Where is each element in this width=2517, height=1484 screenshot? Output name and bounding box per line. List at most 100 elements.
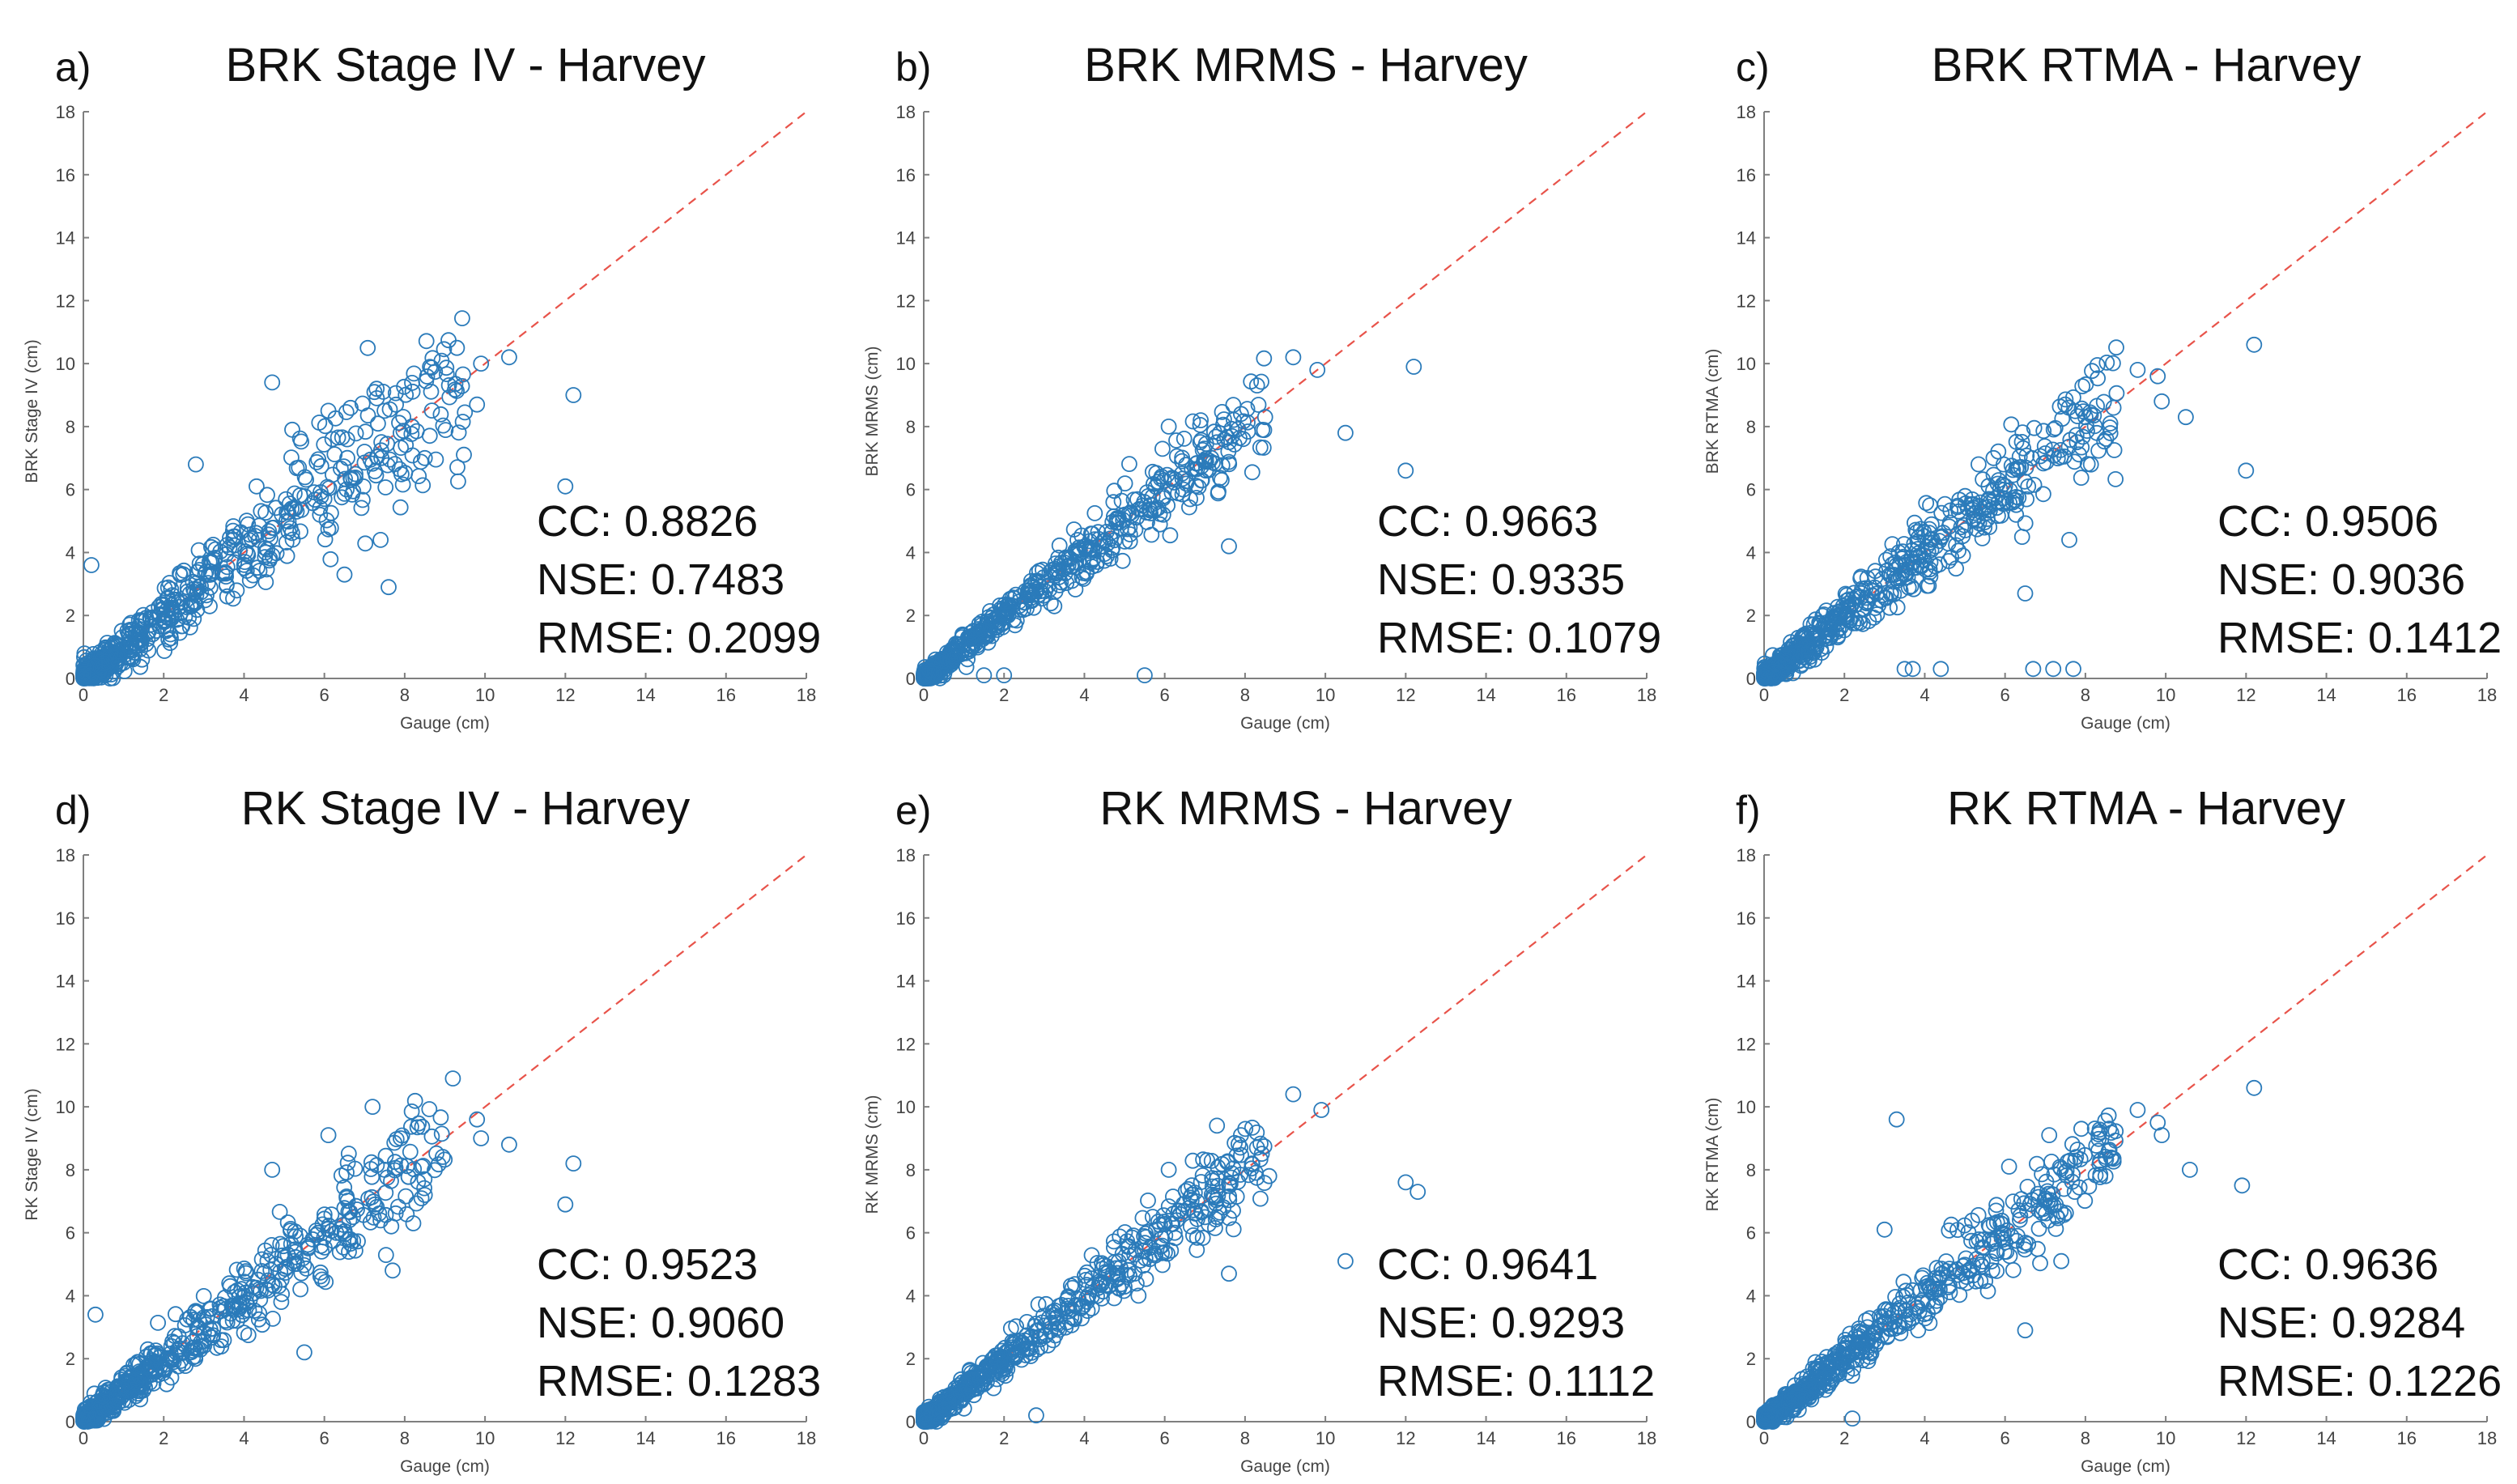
data-point — [421, 427, 438, 444]
data-point — [1162, 527, 1179, 544]
data-point — [932, 652, 948, 669]
data-point — [1040, 577, 1057, 594]
data-point — [350, 1233, 366, 1250]
data-point — [236, 556, 253, 573]
data-point — [304, 1231, 321, 1248]
data-point — [2077, 1193, 2094, 1210]
x-tick-label: 4 — [239, 685, 249, 705]
data-point — [432, 406, 449, 423]
y-tick-label: 0 — [1746, 669, 1756, 689]
data-point — [432, 1109, 449, 1126]
chart-title: RK Stage IV - Harvey — [241, 782, 690, 835]
data-point — [257, 544, 274, 561]
x-tick-label: 12 — [1396, 1428, 1415, 1448]
data-point — [1256, 409, 1273, 426]
y-tick-label: 10 — [56, 1097, 75, 1117]
data-point — [1017, 583, 1034, 599]
data-point — [1252, 1190, 1269, 1207]
data-point — [2153, 1127, 2170, 1144]
x-tick-label: 16 — [716, 1428, 736, 1448]
data-point — [404, 447, 421, 464]
data-point — [106, 635, 123, 652]
data-point — [364, 1168, 381, 1185]
data-point — [1116, 475, 1133, 491]
data-point — [216, 1289, 233, 1306]
data-point — [224, 522, 241, 539]
chart-title: BRK Stage IV - Harvey — [225, 39, 705, 91]
data-point — [392, 499, 409, 516]
y-tick-label: 4 — [906, 1286, 916, 1306]
data-point — [340, 1146, 357, 1162]
x-tick-label: 18 — [1637, 685, 1656, 705]
data-point — [385, 1262, 401, 1279]
data-point — [78, 1406, 95, 1422]
data-point — [1197, 436, 1214, 452]
data-point — [241, 532, 258, 549]
data-point — [1921, 561, 1938, 578]
data-point — [2049, 450, 2066, 466]
data-point — [357, 535, 374, 552]
data-point — [1920, 543, 1937, 560]
data-point — [324, 431, 341, 448]
data-point — [287, 1228, 304, 1244]
data-point — [2089, 357, 2106, 373]
chart-title: RK MRMS - Harvey — [1099, 782, 1511, 835]
x-tick-label: 4 — [1920, 1428, 1929, 1448]
data-point — [2102, 415, 2119, 432]
data-point — [1184, 1152, 1201, 1169]
data-point — [336, 486, 353, 502]
y-tick-label: 6 — [906, 480, 916, 500]
data-point — [1232, 406, 1249, 423]
data-point — [347, 466, 364, 483]
data-point — [2030, 1220, 2047, 1237]
data-point — [1048, 564, 1065, 581]
data-point — [219, 537, 236, 553]
data-point — [1184, 1227, 1201, 1244]
data-point — [453, 377, 470, 394]
data-point — [1168, 432, 1184, 449]
data-point — [1212, 470, 1228, 487]
data-point — [1831, 603, 1848, 620]
data-point — [1984, 483, 2001, 499]
data-point — [284, 531, 301, 548]
chart-panel: e) RK MRMS - Harvey 0 2 4 6 8 10 12 14 16 18 0 2 4 6 8 10… — [863, 782, 1656, 1476]
data-point — [282, 520, 299, 537]
data-point — [163, 597, 180, 614]
y-tick-label: 10 — [56, 354, 75, 374]
data-point — [371, 1205, 388, 1222]
y-tick-label: 18 — [896, 102, 916, 122]
data-point — [1888, 1111, 1905, 1128]
stat-rmse: RMSE: 0.1112 — [1377, 1357, 1655, 1405]
y-tick-label: 0 — [66, 669, 75, 689]
x-axis-label: Gauge (cm) — [400, 1457, 490, 1476]
y-tick-label: 2 — [66, 606, 75, 626]
data-point — [2025, 661, 2042, 678]
data-point — [155, 597, 172, 614]
data-point — [1128, 1275, 1145, 1292]
y-tick-label: 12 — [1737, 291, 1756, 311]
y-tick-label: 8 — [66, 417, 75, 437]
data-point — [105, 1397, 122, 1414]
data-point — [2090, 370, 2106, 387]
data-point — [2149, 368, 2166, 385]
data-point — [2026, 419, 2043, 436]
data-point — [1844, 1410, 1861, 1427]
data-point — [1078, 565, 1095, 582]
data-point — [87, 1409, 104, 1425]
data-point — [1782, 641, 1799, 658]
y-tick-label: 12 — [896, 1034, 916, 1054]
y-tick-label: 18 — [1737, 102, 1756, 122]
stat-rmse: RMSE: 0.1412 — [2217, 614, 2502, 662]
data-point — [2003, 416, 2020, 433]
data-point — [310, 451, 327, 468]
data-point — [398, 386, 415, 403]
data-point — [359, 339, 376, 356]
data-point — [2073, 400, 2090, 417]
data-point — [236, 1325, 253, 1341]
data-point — [1863, 582, 1880, 599]
data-point — [257, 1242, 274, 1259]
data-point — [1225, 1221, 1242, 1238]
data-point — [83, 557, 100, 573]
data-point — [1941, 553, 1957, 569]
data-point — [2032, 1255, 2048, 1272]
